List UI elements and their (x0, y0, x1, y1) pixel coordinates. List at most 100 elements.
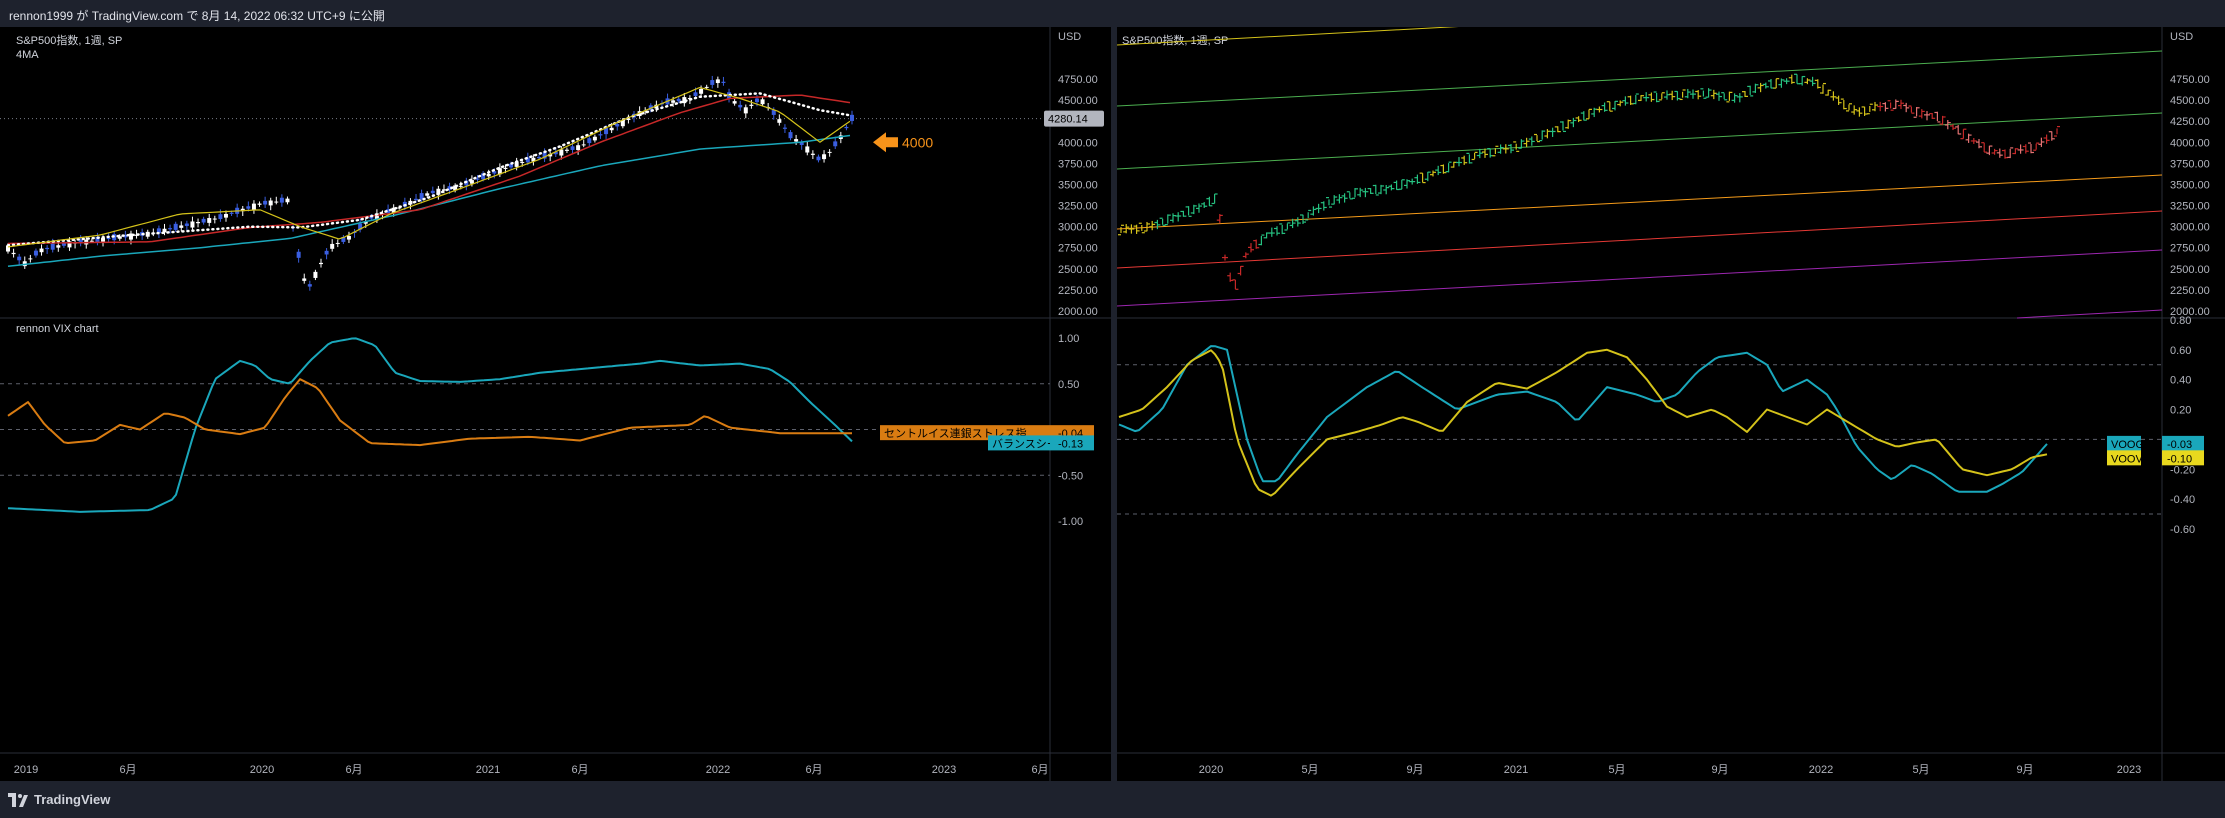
price-axis-label: 4000.00 (1058, 137, 1098, 149)
candle-body (212, 218, 217, 220)
candle-body (771, 110, 776, 115)
candle-body (699, 88, 704, 94)
price-axis-label: 2250.00 (1058, 285, 1098, 297)
time-axis-label: 6月 (345, 764, 362, 776)
tradingview-logo[interactable]: TradingView (8, 792, 110, 807)
candle-body (45, 247, 50, 250)
candle-body (671, 100, 676, 103)
lower-axis-label: -0.60 (2170, 524, 2195, 536)
time-axis-label: 6月 (1031, 764, 1048, 776)
candle-body (190, 221, 195, 228)
price-axis-label: 2500.00 (1058, 264, 1098, 276)
right-chart-panel[interactable]: 4750.00 4500.00 4250.00 4000.00 3750.00 3500.… (1117, 27, 2225, 781)
voog-legend-value: -0.03 (2167, 439, 2192, 451)
candle-body (693, 92, 698, 96)
candle-body (50, 243, 55, 250)
channel-line-purple-ext (2016, 309, 2163, 319)
candle-body (620, 120, 625, 127)
channel-line-purple (1117, 249, 2163, 307)
candle-body (173, 223, 178, 230)
candle-body (732, 101, 737, 104)
candle-body (788, 132, 793, 139)
voov-legend-name: VOOV (2111, 453, 2143, 465)
candle-body (548, 153, 553, 157)
candle-body (341, 237, 346, 242)
tradingview-brand: TradingView (34, 792, 111, 807)
ma-red-line (7, 94, 851, 245)
candle-body (576, 145, 581, 151)
candle-body (28, 258, 33, 260)
candle-body (95, 237, 100, 242)
candle-body (520, 161, 525, 163)
candle-body (754, 98, 759, 103)
candle-body (704, 86, 709, 88)
price-axis-label: 3000.00 (2170, 222, 2210, 234)
candle-body (207, 218, 212, 223)
price-axis-label: 4750.00 (2170, 74, 2210, 86)
left-chart-panel[interactable]: 4750.004500.004250.004000.003750.003500.… (0, 27, 1111, 781)
candle-body (469, 180, 474, 184)
candle-body (816, 156, 821, 161)
candle-body (414, 198, 419, 201)
candle-body (330, 243, 335, 249)
candle-body (285, 198, 290, 203)
candle-body (570, 146, 575, 150)
candle-body (358, 223, 363, 230)
indicator-label: 4MA (16, 49, 39, 61)
candle-body (374, 213, 379, 220)
candle-body (453, 185, 458, 191)
candle-body (78, 239, 83, 244)
candle-body (514, 162, 519, 167)
left-chart-canvas[interactable]: 4750.004500.004250.004000.003750.003500.… (0, 27, 1111, 781)
chart-title: S&P500指数, 1週, SP (16, 33, 122, 47)
candle-body (587, 138, 592, 144)
candle-body (475, 178, 480, 180)
candle-body (313, 271, 318, 278)
candle-body (615, 124, 620, 127)
candle-body (128, 233, 133, 240)
candle-body (682, 97, 687, 104)
time-axis-label: 9月 (1406, 764, 1423, 776)
candle-body (676, 98, 681, 102)
candle-body (822, 154, 827, 160)
candle-body (279, 197, 284, 203)
candle-body (319, 262, 324, 265)
voov-legend-bg (2107, 450, 2141, 466)
lower-axis-label: 0.40 (2170, 375, 2191, 387)
candle-body (419, 193, 424, 200)
candle-body (503, 167, 508, 170)
candle-body (458, 185, 463, 187)
candle-body (179, 225, 184, 228)
time-axis-label: 6月 (805, 764, 822, 776)
candle-body (492, 171, 497, 174)
candle-body (386, 209, 391, 213)
balance-legend-bg (988, 435, 1050, 451)
candle-body (441, 189, 446, 191)
candle-body (274, 201, 279, 203)
time-axis-label: 5月 (1301, 764, 1318, 776)
candle-body (162, 228, 167, 233)
lower-axis-label: 0.20 (2170, 405, 2191, 417)
candle-body (430, 190, 435, 194)
time-axis-label: 5月 (1608, 764, 1625, 776)
candle-body (240, 208, 245, 212)
voog-legend-bg (2107, 435, 2141, 451)
candle-body (844, 126, 849, 129)
currency-label: USD (2170, 31, 2193, 43)
price-axis-label: 2000.00 (2170, 306, 2210, 318)
candle-body (598, 134, 603, 136)
balance-legend-value: -0.13 (1058, 438, 1083, 450)
candle-body (307, 284, 312, 287)
candle-body (833, 141, 838, 147)
candle-body (106, 237, 111, 240)
candle-body (777, 119, 782, 123)
time-axis-label: 6月 (571, 764, 588, 776)
right-chart-canvas[interactable]: 4750.00 4500.00 4250.00 4000.00 3750.00 3500.… (1117, 27, 2225, 781)
candle-body (542, 152, 547, 159)
candle-body (436, 188, 441, 195)
candle-body (363, 221, 368, 224)
candle-body (89, 240, 94, 242)
lower-axis-label: -0.50 (1058, 470, 1083, 482)
price-axis-label: 3750.00 (1058, 158, 1098, 170)
candle-body (497, 168, 502, 175)
